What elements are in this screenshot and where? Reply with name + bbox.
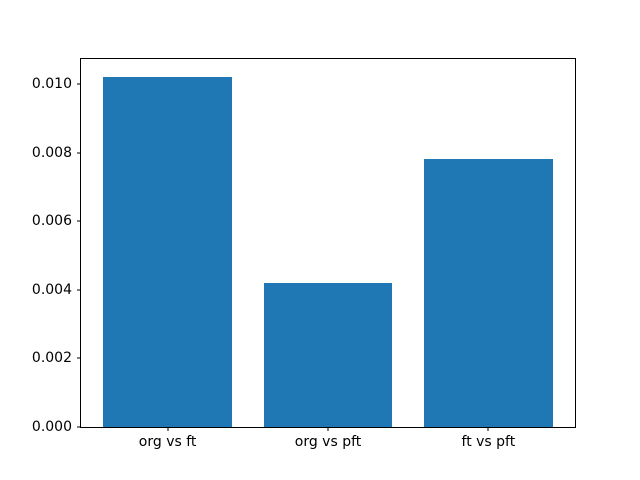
y-tick-label: 0.000: [31, 419, 72, 435]
x-tick: [167, 427, 169, 431]
y-tick: [77, 357, 81, 359]
x-tick-label: org vs pft: [294, 434, 362, 450]
bar-ft-vs-pft: [424, 159, 553, 427]
y-tick: [77, 289, 81, 291]
y-tick: [77, 83, 81, 85]
x-tick-label: org vs ft: [138, 434, 197, 450]
y-tick-label: 0.010: [31, 75, 72, 92]
y-tick-label: 0.004: [31, 281, 72, 298]
bar-org-vs-ft: [103, 77, 232, 427]
bar-org-vs-pft: [263, 282, 393, 427]
x-tick: [327, 427, 329, 431]
y-tick-label: 0.002: [31, 350, 72, 367]
x-tick-label: ft vs pft: [461, 434, 516, 450]
y-tick-label: 0.008: [31, 144, 72, 161]
y-tick-label: 0.006: [31, 213, 72, 230]
y-tick: [77, 426, 81, 428]
y-tick: [77, 152, 81, 154]
x-tick: [487, 427, 489, 431]
plot-area: org vs ft org vs pft ft vs pft 0.000 0.002 0.…: [32, 58, 576, 450]
y-tick: [77, 220, 81, 222]
